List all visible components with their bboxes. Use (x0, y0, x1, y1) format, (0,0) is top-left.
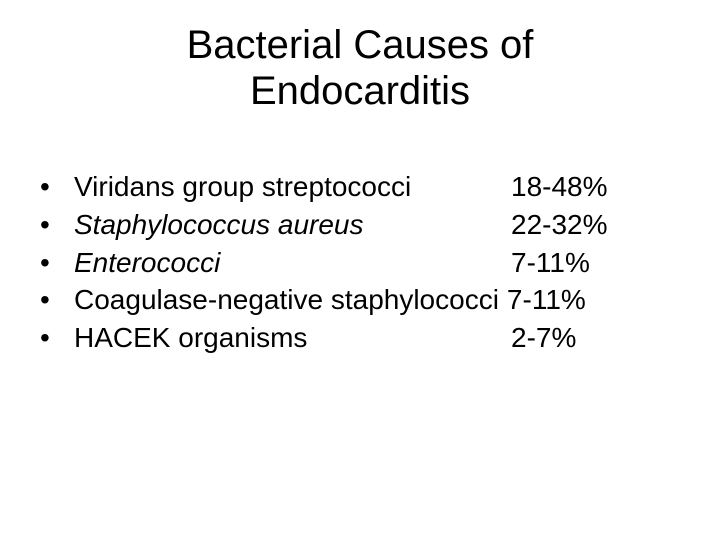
item-name: Staphylococcus aureus (74, 206, 511, 244)
title-line-2: Endocarditis (250, 69, 470, 113)
list-item: • Enterococci 7-11% (40, 244, 680, 282)
slide-title: Bacterial Causes of Endocarditis (0, 0, 720, 114)
slide: { "title_line1": "Bacterial Causes of", … (0, 0, 720, 540)
item-name: Viridans group streptococci (74, 168, 511, 206)
item-value: 7-11% (507, 281, 586, 319)
item-name: HACEK organisms (74, 319, 511, 357)
bullet-icon: • (40, 244, 74, 282)
item-name: Enterococci (74, 244, 511, 282)
item-value: 22-32% (511, 206, 608, 244)
bullet-icon: • (40, 206, 74, 244)
list-item: • Staphylococcus aureus 22-32% (40, 206, 680, 244)
item-name: Coagulase-negative staphylococci (74, 281, 499, 319)
item-value: 7-11% (511, 244, 590, 282)
bullet-icon: • (40, 168, 74, 206)
list-item: • Coagulase-negative staphylococci 7-11% (40, 281, 680, 319)
title-line-1: Bacterial Causes of (187, 23, 534, 67)
item-value: 18-48% (511, 168, 608, 206)
list-item: • HACEK organisms 2-7% (40, 319, 680, 357)
bullet-icon: • (40, 319, 74, 357)
bullet-list: • Viridans group streptococci 18-48% • S… (40, 168, 680, 357)
bullet-icon: • (40, 281, 74, 319)
item-value: 2-7% (511, 319, 576, 357)
list-item: • Viridans group streptococci 18-48% (40, 168, 680, 206)
